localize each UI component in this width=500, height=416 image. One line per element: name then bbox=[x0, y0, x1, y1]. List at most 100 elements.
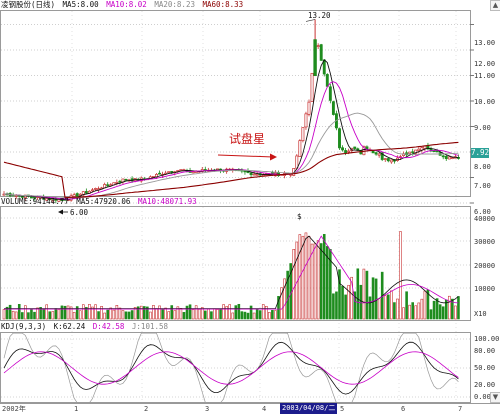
kdj-j-line bbox=[3, 332, 459, 404]
candle-body bbox=[298, 140, 302, 157]
price-axis-label: 11.00 bbox=[474, 72, 496, 80]
volume-bar bbox=[335, 291, 338, 320]
volume-bar bbox=[72, 312, 76, 320]
volume-bar bbox=[57, 309, 61, 320]
volume-bar bbox=[393, 302, 396, 320]
volume-bar bbox=[344, 294, 347, 320]
volume-bar bbox=[420, 298, 424, 320]
volume-bar bbox=[368, 296, 372, 320]
candle-body bbox=[90, 189, 94, 192]
volume-bar bbox=[48, 311, 52, 320]
volume-panel-frame bbox=[0, 206, 471, 321]
volume-ma5-label: MA5:47920.06 bbox=[76, 197, 131, 206]
volume-bar bbox=[283, 278, 286, 320]
volume-bar bbox=[91, 306, 94, 320]
volume-bar bbox=[225, 306, 228, 320]
volume-bar bbox=[280, 287, 283, 320]
volume-bar bbox=[316, 240, 320, 320]
candle-body bbox=[389, 159, 393, 163]
volume-bar bbox=[167, 311, 170, 320]
price-axis-label: 9.00 bbox=[474, 124, 491, 132]
candle-body bbox=[417, 148, 421, 151]
date-year-label: 2002年 bbox=[2, 405, 26, 413]
kdj-axis-label: 80.00 bbox=[474, 347, 496, 355]
volume-bar bbox=[423, 290, 427, 320]
volume-bar bbox=[161, 309, 164, 320]
volume-bar bbox=[383, 295, 387, 320]
candle-body bbox=[310, 72, 314, 102]
volume-bar bbox=[332, 293, 335, 320]
volume-bar bbox=[155, 308, 158, 320]
price-axis-label: 8.00 bbox=[474, 163, 491, 171]
candle-body bbox=[94, 188, 97, 190]
volume-bar bbox=[451, 298, 454, 320]
volume-bar bbox=[188, 304, 192, 320]
candle-body bbox=[115, 182, 119, 184]
volume-bar bbox=[130, 310, 134, 320]
volume-bar bbox=[42, 308, 45, 320]
volume-bar bbox=[234, 305, 238, 320]
volume-bar bbox=[63, 305, 67, 320]
volume-bar bbox=[11, 310, 15, 320]
kdj-axis-label: 20.00 bbox=[474, 381, 496, 389]
volume-bar bbox=[8, 304, 12, 320]
volume-bar bbox=[115, 305, 119, 320]
volume-bar bbox=[60, 305, 64, 320]
stock-title: 凌钢股份(日线) bbox=[1, 0, 56, 9]
ma20-label: MA20:8.23 bbox=[154, 0, 195, 9]
candle-body bbox=[170, 170, 174, 173]
volume-axis-label: 10000 bbox=[474, 285, 496, 293]
volume-bar bbox=[347, 284, 350, 320]
kdj-k-label: K:62.24 bbox=[53, 322, 86, 331]
volume-bar bbox=[69, 306, 73, 320]
ma5-label: MA5:8.00 bbox=[62, 0, 99, 9]
volume-bar bbox=[408, 304, 411, 320]
scroll-down-arrow-icon[interactable]: ▼ bbox=[490, 392, 500, 403]
candle-body bbox=[45, 198, 49, 201]
volume-bar bbox=[258, 310, 262, 320]
volume-ma10-label: MA10:48071.93 bbox=[137, 197, 197, 206]
candle-body bbox=[338, 128, 341, 149]
volume-bar bbox=[170, 305, 174, 320]
volume-bar bbox=[304, 232, 308, 320]
volume-axis-label: 20000 bbox=[474, 262, 496, 270]
volume-bar bbox=[118, 307, 122, 320]
volume-bar bbox=[457, 296, 460, 320]
volume-bar bbox=[268, 312, 271, 320]
volume-bar bbox=[396, 298, 399, 320]
candle-body bbox=[106, 184, 110, 187]
kdj-title: KDJ(9,3,3) bbox=[1, 322, 47, 331]
kdj-axis-label: 0.00 bbox=[474, 393, 491, 401]
candle-body bbox=[331, 101, 335, 115]
volume-bar bbox=[365, 270, 369, 320]
volume-bar bbox=[240, 311, 244, 320]
volume-bar bbox=[54, 308, 58, 320]
volume-bar bbox=[88, 304, 91, 320]
scroll-up-arrow-icon[interactable]: ▲ bbox=[490, 0, 500, 11]
volume-bar bbox=[386, 294, 390, 320]
kdj-d-label: D:42.58 bbox=[92, 322, 125, 331]
volume-bar bbox=[231, 312, 235, 320]
date-month-label: 5 bbox=[340, 405, 345, 413]
volume-bar bbox=[173, 310, 177, 320]
candle-body bbox=[353, 146, 357, 149]
volume-bar bbox=[249, 305, 253, 320]
volume-bar bbox=[359, 284, 363, 320]
candle-body bbox=[414, 149, 418, 154]
volume-axis-label: X10 bbox=[474, 310, 487, 318]
kdj-k-line bbox=[3, 341, 459, 395]
volume-bar bbox=[17, 304, 21, 320]
selected-date-label[interactable]: 2003/04/08/二 bbox=[280, 403, 338, 414]
volume-bar bbox=[274, 310, 277, 320]
candle-body bbox=[408, 151, 412, 154]
volume-bar bbox=[213, 308, 216, 320]
current-price-badge: 7.92 bbox=[471, 148, 490, 158]
kdj-axis-label: 100.00 bbox=[474, 335, 500, 343]
date-month-label: 3 bbox=[205, 405, 210, 413]
volume-bar bbox=[100, 306, 103, 320]
volume-bar bbox=[329, 249, 332, 320]
candle-body bbox=[362, 145, 366, 156]
test-star-arrow-line bbox=[217, 154, 274, 158]
price-axis-label: 13.00 bbox=[474, 39, 496, 47]
